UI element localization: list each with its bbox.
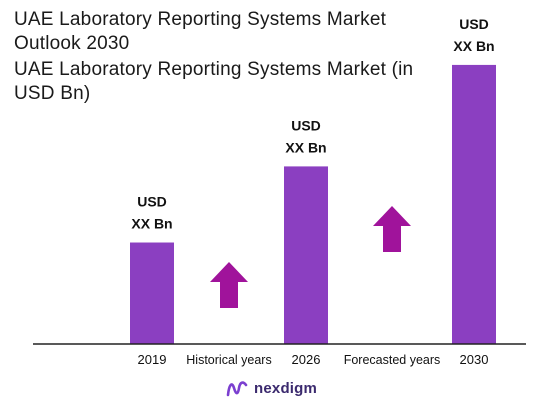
bar-value-label: XX Bn <box>453 38 494 54</box>
bar-value-label: USD <box>459 16 489 32</box>
bar-2019 <box>130 242 174 344</box>
bar-value-label: XX Bn <box>285 139 326 155</box>
nexdigm-logo-icon <box>226 381 248 397</box>
x-tick-label: 2019 <box>138 352 167 367</box>
brand-footer: nexdigm <box>226 378 317 398</box>
x-tick-label: 2026 <box>292 352 321 367</box>
up-arrow-icon <box>373 206 411 252</box>
brand-name: nexdigm <box>254 379 318 397</box>
chart-title: UAE Laboratory Reporting Systems Market … <box>14 9 387 54</box>
bar-2026 <box>284 166 328 344</box>
bar-2030 <box>452 64 496 345</box>
period-label: Historical years <box>186 353 271 367</box>
up-arrow-icon <box>210 262 248 308</box>
bar-value-label: USD <box>137 194 167 210</box>
x-tick-label: 2030 <box>460 352 489 367</box>
bar-value-label: XX Bn <box>131 216 172 232</box>
chart-subtitle: UAE Laboratory Reporting Systems Market … <box>14 59 414 104</box>
period-label: Forecasted years <box>344 353 441 367</box>
bar-value-label: USD <box>291 117 321 133</box>
